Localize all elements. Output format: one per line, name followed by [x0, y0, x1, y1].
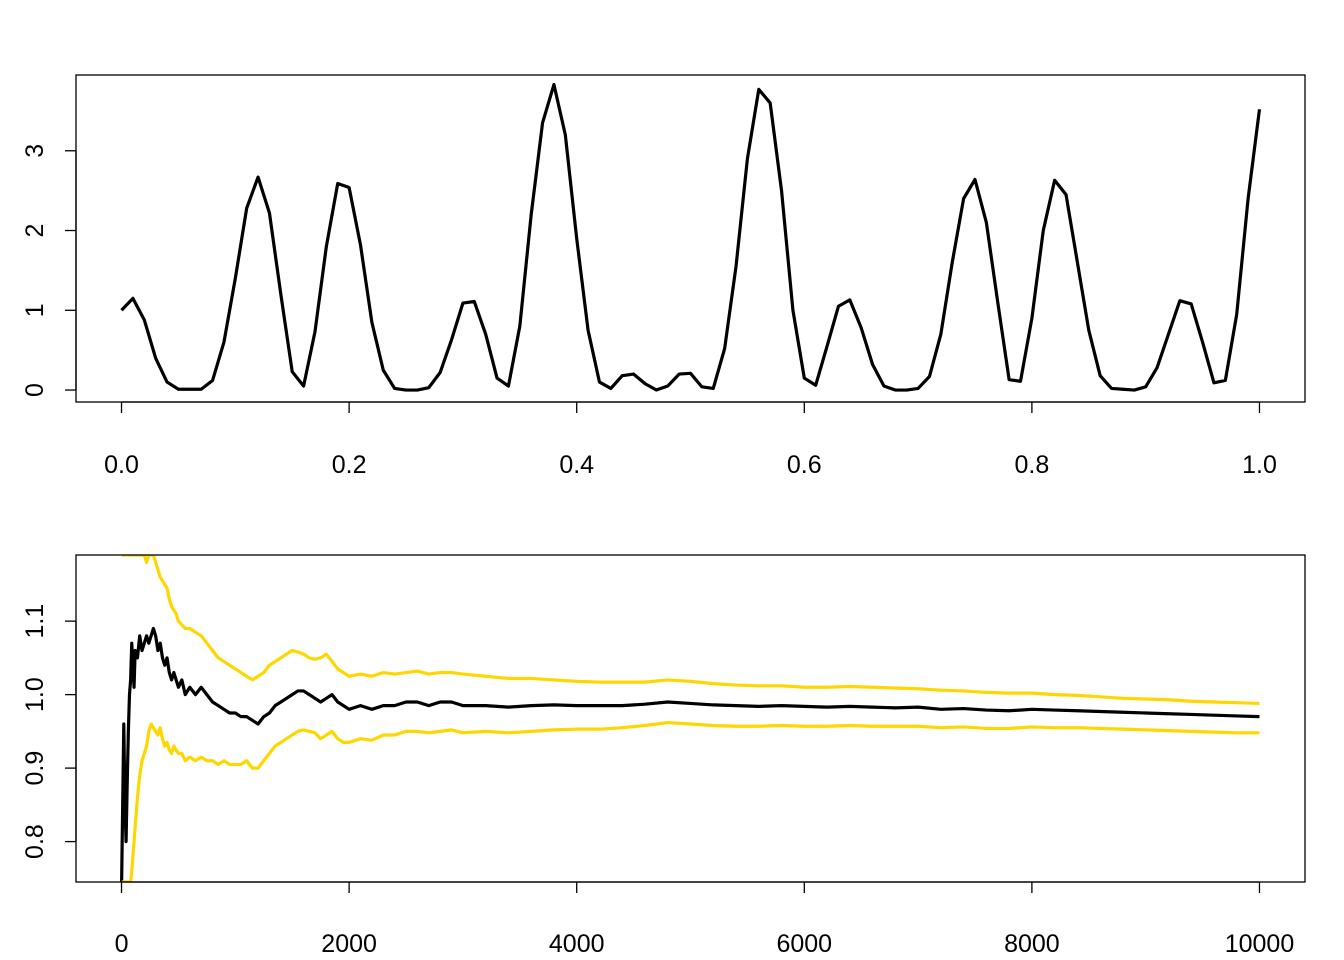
x-tick-label: 8000 [1004, 930, 1060, 958]
top-panel: 0.0 0.2 0.4 0.6 0.8 1.0 0 1 2 3 [21, 74, 1306, 479]
x-tick-label: 1.0 [1242, 451, 1277, 479]
x-tick-label: 0.8 [1015, 451, 1050, 479]
series-line-1 [121, 555, 1260, 706]
y-tick-label: 0.9 [21, 751, 49, 786]
x-tick-label: 0.6 [787, 451, 822, 479]
y-tick-label: 0.8 [21, 824, 49, 859]
y-tick-label: 3 [21, 144, 49, 158]
y-tick-label: 1.1 [21, 604, 49, 639]
x-tick-label: 0.2 [332, 451, 367, 479]
x-tick-label: 10000 [1225, 930, 1295, 958]
x-tick-label: 0 [115, 930, 129, 958]
y-tick-label: 2 [21, 224, 49, 238]
y-tick-label: 1.0 [21, 677, 49, 712]
series-line-0 [120, 626, 1260, 882]
x-tick-label: 6000 [776, 930, 832, 958]
x-tick-label: 0.4 [559, 451, 594, 479]
x-tick-label: 0.0 [104, 451, 139, 479]
y-tick-label: 1 [21, 303, 49, 317]
y-tick-label: 0 [21, 383, 49, 397]
plot-frame [75, 74, 1306, 403]
series-line-0 [120, 82, 1262, 392]
x-tick-label: 2000 [321, 930, 377, 958]
bottom-panel: 0 2000 4000 6000 8000 10000 0.8 0.9 1.0 1.1 [21, 554, 1306, 958]
x-tick-label: 4000 [549, 930, 605, 958]
series-line-2 [121, 720, 1260, 882]
